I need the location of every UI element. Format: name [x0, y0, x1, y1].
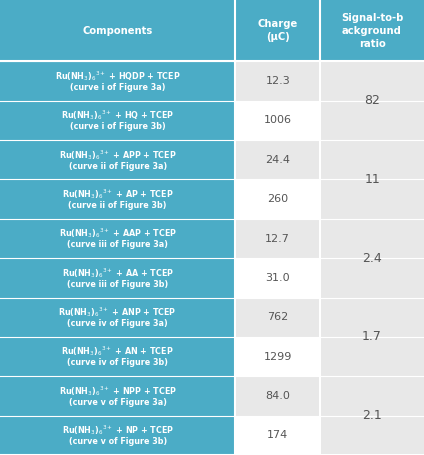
Text: 82: 82	[364, 94, 380, 107]
Text: Components: Components	[83, 26, 153, 35]
Text: 11: 11	[364, 173, 380, 186]
Text: Ru(NH$_3$)$_6$$^{3+}$ + APP + TCEP: Ru(NH$_3$)$_6$$^{3+}$ + APP + TCEP	[59, 148, 176, 162]
Text: 24.4: 24.4	[265, 155, 290, 165]
Bar	[320, 416, 424, 455]
Text: Ru(NH$_3$)$_6$$^{3+}$ + ANP + TCEP: Ru(NH$_3$)$_6$$^{3+}$ + ANP + TCEP	[59, 305, 177, 319]
Bar	[0, 0, 235, 61]
Bar	[0, 219, 235, 258]
Text: (curve iv of Figure 3a): (curve iv of Figure 3a)	[67, 319, 168, 328]
Text: (curve iii of Figure 3b): (curve iii of Figure 3b)	[67, 280, 168, 288]
Text: Ru(NH$_3$)$_6$$^{3+}$ + HQDP + TCEP: Ru(NH$_3$)$_6$$^{3+}$ + HQDP + TCEP	[55, 69, 181, 83]
Bar	[320, 258, 424, 298]
Bar	[235, 298, 320, 337]
Text: 1006: 1006	[264, 116, 292, 126]
Text: 762: 762	[267, 312, 288, 322]
Text: (curve i of Figure 3a): (curve i of Figure 3a)	[70, 83, 165, 92]
Text: 2.1: 2.1	[362, 409, 382, 422]
Text: Charge
(μC): Charge (μC)	[258, 19, 298, 42]
Text: 1299: 1299	[264, 352, 292, 362]
Bar	[0, 376, 235, 416]
Bar	[0, 61, 235, 101]
Text: Ru(NH$_3$)$_6$$^{3+}$ + HQ + TCEP: Ru(NH$_3$)$_6$$^{3+}$ + HQ + TCEP	[61, 108, 174, 122]
Text: Ru(NH$_3$)$_6$$^{3+}$ + AP + TCEP: Ru(NH$_3$)$_6$$^{3+}$ + AP + TCEP	[62, 187, 173, 201]
Bar	[235, 179, 320, 219]
Bar	[320, 61, 424, 101]
Text: (curve iv of Figure 3b): (curve iv of Figure 3b)	[67, 359, 168, 367]
Bar	[235, 61, 320, 101]
Text: (curve v of Figure 3a): (curve v of Figure 3a)	[69, 398, 167, 407]
Bar	[320, 376, 424, 416]
Bar	[320, 0, 424, 61]
Text: 31.0: 31.0	[265, 273, 290, 283]
Bar	[320, 179, 424, 219]
Bar	[235, 219, 320, 258]
Bar	[235, 258, 320, 298]
Text: (curve i of Figure 3b): (curve i of Figure 3b)	[70, 122, 165, 131]
Bar	[235, 140, 320, 180]
Bar	[320, 337, 424, 376]
Text: 12.3: 12.3	[265, 76, 290, 86]
Bar	[320, 101, 424, 140]
Bar	[235, 0, 320, 61]
Bar	[235, 416, 320, 455]
Bar	[235, 337, 320, 376]
Text: (curve ii of Figure 3a): (curve ii of Figure 3a)	[69, 162, 167, 171]
Text: 12.7: 12.7	[265, 233, 290, 243]
Text: 260: 260	[267, 194, 288, 204]
Bar	[320, 140, 424, 180]
Bar	[0, 179, 235, 219]
Text: 2.4: 2.4	[362, 252, 382, 265]
Text: Ru(NH$_3$)$_6$$^{3+}$ + AAP + TCEP: Ru(NH$_3$)$_6$$^{3+}$ + AAP + TCEP	[59, 227, 177, 240]
Bar	[0, 416, 235, 455]
Bar	[0, 101, 235, 140]
Text: 84.0: 84.0	[265, 391, 290, 401]
Bar	[235, 101, 320, 140]
Bar	[320, 298, 424, 337]
Text: (curve ii of Figure 3b): (curve ii of Figure 3b)	[68, 201, 167, 210]
Bar	[0, 298, 235, 337]
Text: 174: 174	[267, 430, 288, 440]
Bar	[320, 219, 424, 258]
Bar	[0, 140, 235, 180]
Bar	[235, 376, 320, 416]
Bar	[0, 258, 235, 298]
Text: Ru(NH$_3$)$_6$$^{3+}$ + NPP + TCEP: Ru(NH$_3$)$_6$$^{3+}$ + NPP + TCEP	[59, 384, 177, 398]
Text: Signal-to-b
ackground
ratio: Signal-to-b ackground ratio	[341, 12, 403, 49]
Text: Ru(NH$_3$)$_6$$^{3+}$ + AA + TCEP: Ru(NH$_3$)$_6$$^{3+}$ + AA + TCEP	[61, 266, 174, 280]
Text: Ru(NH$_3$)$_6$$^{3+}$ + AN + TCEP: Ru(NH$_3$)$_6$$^{3+}$ + AN + TCEP	[61, 344, 174, 359]
Text: (curve iii of Figure 3a): (curve iii of Figure 3a)	[67, 240, 168, 249]
Text: 1.7: 1.7	[362, 330, 382, 344]
Text: Ru(NH$_3$)$_6$$^{3+}$ + NP + TCEP: Ru(NH$_3$)$_6$$^{3+}$ + NP + TCEP	[61, 423, 174, 437]
Bar	[0, 337, 235, 376]
Text: (curve v of Figure 3b): (curve v of Figure 3b)	[69, 437, 167, 446]
